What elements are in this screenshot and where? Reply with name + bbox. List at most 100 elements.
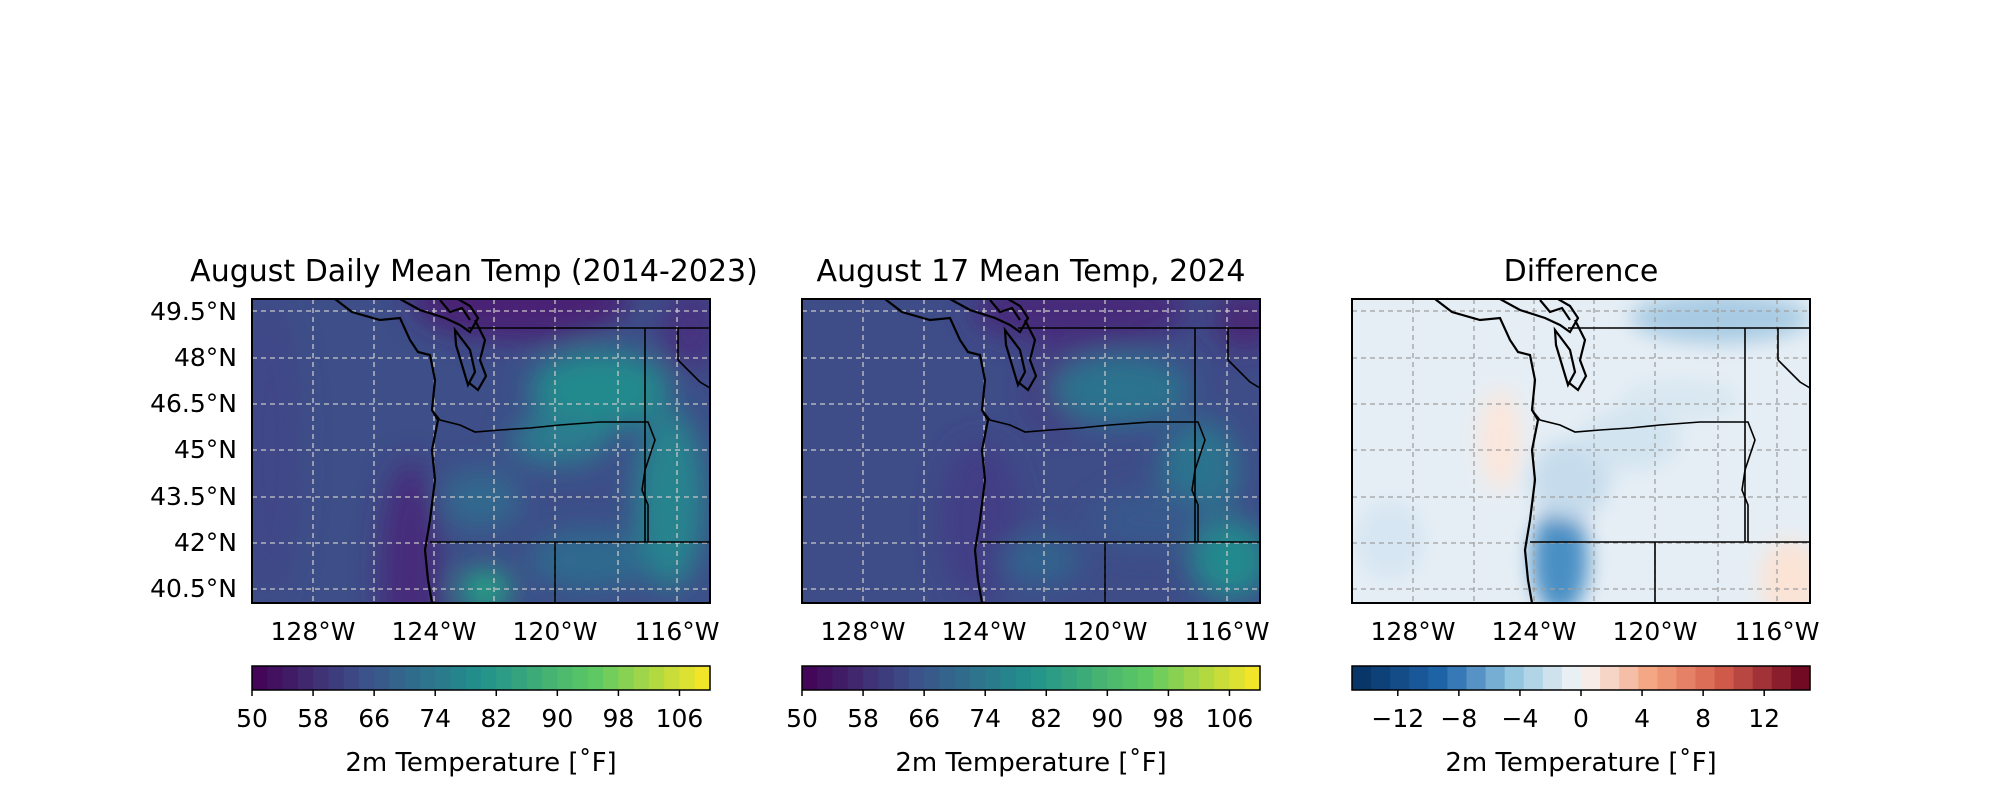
- colorbar-segment: [282, 666, 299, 690]
- colorbar-segment: [1542, 666, 1563, 690]
- colorbar-tick-label: 66: [358, 704, 390, 733]
- colorbar-segment: [832, 666, 849, 690]
- colorbar-ticks: −12 −8 −4 0 4 8 12: [1371, 690, 1780, 733]
- longitude-labels: 128°W 124°W 120°W 116°W: [821, 617, 1270, 646]
- colorbar-segment: [587, 666, 604, 690]
- colorbar-ticks: 50 58 66 74 82 90 98 106: [786, 690, 1253, 733]
- colorbar-segment: [1107, 666, 1124, 690]
- lon-label: 124°W: [942, 617, 1027, 646]
- colorbar-segments: [802, 666, 1261, 690]
- colorbar-segment: [817, 666, 834, 690]
- colorbar-segment: [1168, 666, 1185, 690]
- lon-label: 128°W: [1371, 617, 1456, 646]
- colorbar-segment: [557, 666, 574, 690]
- lon-label: 116°W: [635, 617, 720, 646]
- colorbar-tick-label: 82: [480, 704, 512, 733]
- colorbar-segment: [1092, 666, 1108, 690]
- colorbar-segment: [633, 666, 650, 690]
- colorbar-segment: [450, 666, 467, 690]
- colorbar-tick-label: 8: [1695, 704, 1711, 733]
- colorbar-segment: [358, 666, 375, 690]
- colorbar-tick-label: 74: [419, 704, 451, 733]
- colorbar-segment: [1244, 666, 1261, 690]
- colorbar-ticks: 50 58 66 74 82 90 98 106: [236, 690, 703, 733]
- colorbar-segment: [648, 666, 665, 690]
- colorbar-tick-label: 98: [1152, 704, 1184, 733]
- colorbar-segment: [1000, 666, 1017, 690]
- colorbar-segments: [252, 666, 711, 690]
- colorbar-segment: [1229, 666, 1246, 690]
- colorbar-segment: [969, 666, 986, 690]
- colorbar-segment: [313, 666, 329, 690]
- lon-label: 116°W: [1185, 617, 1270, 646]
- state-borders: [980, 327, 1260, 603]
- temperature-field: [802, 299, 1260, 603]
- map-frame: [801, 298, 1261, 604]
- colorbar-segment: [1428, 666, 1449, 690]
- colorbar-tick-label: 90: [541, 704, 573, 733]
- colorbar-segment: [1676, 666, 1697, 690]
- colorbar-segment: [481, 666, 497, 690]
- colorbar-segment: [1638, 666, 1658, 690]
- colorbar-segment: [1183, 666, 1200, 690]
- map-frame: [251, 298, 711, 604]
- colorbar-segment: [1015, 666, 1032, 690]
- difference-field: [1352, 299, 1810, 603]
- colorbar-segment: [1523, 666, 1544, 690]
- colorbar-segment: [664, 666, 681, 690]
- lon-label: 124°W: [392, 617, 477, 646]
- lon-label: 128°W: [821, 617, 906, 646]
- colorbar-segment: [618, 666, 635, 690]
- colorbar-tick-label: −12: [1371, 704, 1424, 733]
- map-frame: [1351, 298, 1811, 604]
- lat-label: 42°N: [174, 528, 237, 557]
- colorbar-frame: [801, 665, 1261, 691]
- colorbar-tick-label: 50: [786, 704, 818, 733]
- colorbar-segment: [924, 666, 940, 690]
- colorbar-segment: [694, 666, 711, 690]
- colorbar-segment: [252, 666, 268, 690]
- colorbar-segment: [1046, 666, 1063, 690]
- colorbar-tick-label: 98: [602, 704, 634, 733]
- colorbar-label: 2m Temperature [˚F]: [345, 748, 616, 778]
- lat-label: 48°N: [174, 343, 237, 372]
- coastline-and-borders: [334, 299, 488, 603]
- colorbar-segment: [1657, 666, 1678, 690]
- gridlines: [252, 299, 710, 603]
- colorbar-segment: [1771, 666, 1792, 690]
- colorbar-segment: [1031, 666, 1047, 690]
- colorbar: −12 −8 −4 0 4 8 12 2m Temperature [˚F]: [1351, 665, 1811, 778]
- colorbar-segment: [1214, 666, 1231, 690]
- colorbar-segment: [465, 666, 482, 690]
- colorbar-segment: [542, 666, 558, 690]
- coastline-and-borders: [884, 299, 1038, 603]
- colorbar-segment: [1714, 666, 1735, 690]
- colorbar-segment: [1752, 666, 1773, 690]
- panel-title: August 17 Mean Temp, 2024: [817, 254, 1246, 289]
- gridlines: [1352, 299, 1810, 603]
- colorbar-tick-label: −4: [1502, 704, 1539, 733]
- panel-mean-temp: August Daily Mean Temp (2014-2023): [150, 254, 758, 778]
- panel-difference: Difference: [1351, 254, 1820, 778]
- panel-title: Difference: [1504, 254, 1659, 289]
- colorbar-segment: [343, 666, 360, 690]
- lon-label: 116°W: [1735, 617, 1820, 646]
- colorbar-segment: [572, 666, 589, 690]
- colorbar-segment: [1371, 666, 1391, 690]
- colorbar-segment: [1076, 666, 1093, 690]
- state-borders: [1530, 327, 1810, 603]
- gridlines: [802, 299, 1260, 603]
- colorbar-tick-label: 58: [847, 704, 879, 733]
- colorbar-segment: [297, 666, 314, 690]
- longitude-labels: 128°W 124°W 120°W 116°W: [1371, 617, 1820, 646]
- colorbar-segment: [404, 666, 421, 690]
- colorbar-segment: [847, 666, 864, 690]
- colorbar-segment: [908, 666, 925, 690]
- colorbar-segment: [1198, 666, 1215, 690]
- coastline-and-borders: [1434, 299, 1588, 603]
- colorbar-segment: [526, 666, 543, 690]
- colorbar-segment: [863, 666, 879, 690]
- colorbar-segment: [1061, 666, 1078, 690]
- colorbar-segment: [496, 666, 513, 690]
- colorbar-segment: [435, 666, 452, 690]
